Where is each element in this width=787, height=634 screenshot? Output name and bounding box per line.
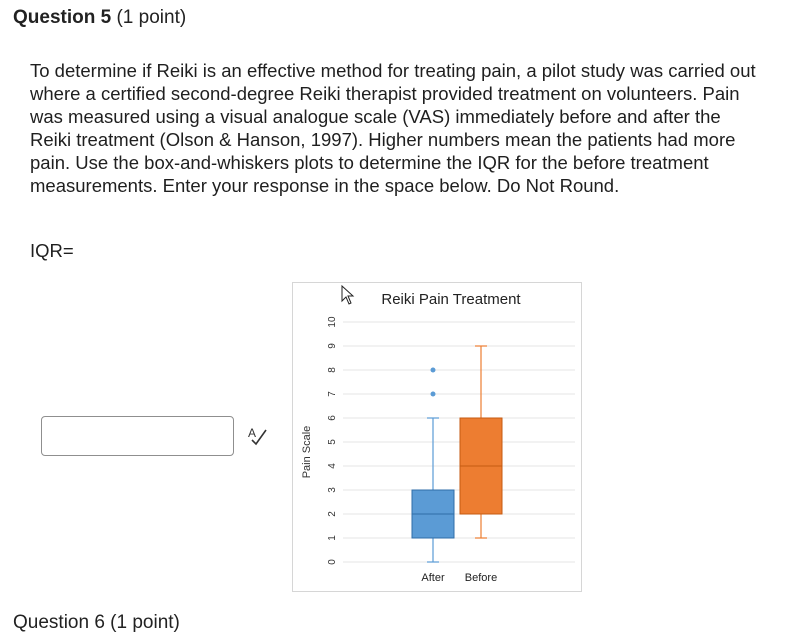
question-prompt: To determine if Reiki is an effective me… [30,60,756,196]
chart-title: Reiki Pain Treatment [381,291,521,308]
outlier-point [430,391,436,397]
question-points: (1 point) [116,7,187,28]
mouse-pointer-icon [341,284,355,305]
next-question-title: Question 6 (1 point) [13,612,180,633]
y-tick-label: 7 [327,391,338,397]
question-title: Question 5 (1 point) [13,7,186,29]
question-number: Question 5 [13,7,112,28]
x-category-label: After [421,572,445,584]
y-tick-label: 5 [327,439,338,445]
y-tick-label: 10 [327,316,338,328]
x-category-label: Before [465,572,497,584]
spellcheck-icon[interactable]: A [246,424,268,446]
y-axis-label: Pain Scale [301,426,313,479]
y-tick-label: 9 [327,343,338,349]
y-tick-label: 1 [327,535,338,541]
y-tick-label: 0 [327,559,338,565]
outlier-point [430,367,436,373]
iqr-answer-input[interactable] [41,416,234,456]
svg-text:A: A [248,426,256,440]
y-tick-label: 2 [327,511,338,517]
y-tick-label: 4 [327,463,338,469]
box-plot-svg: Reiki Pain Treatment 0 1 2 3 4 5 6 7 8 9 10 Pain Sca… [301,284,575,584]
box-plot-chart: Reiki Pain Treatment 0 1 2 3 4 5 6 7 8 9 10 Pain Sca… [292,282,582,592]
y-tick-label: 8 [327,367,338,373]
y-tick-label: 3 [327,487,338,493]
y-tick-label: 6 [327,415,338,421]
answer-label: IQR= [30,240,74,261]
